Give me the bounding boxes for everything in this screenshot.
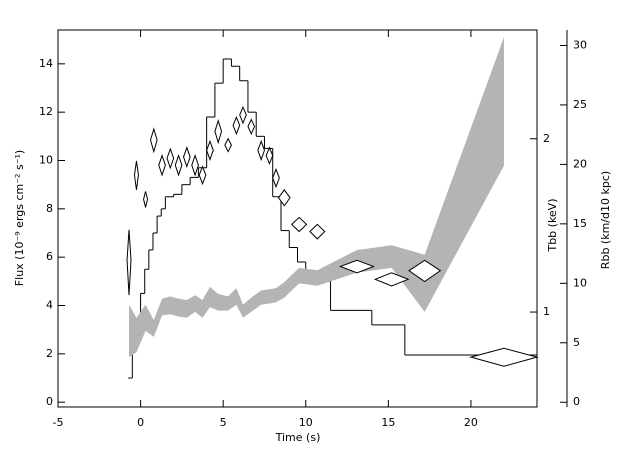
y2-tick-label: 2 [543,132,550,145]
temperature-diamond [149,127,158,154]
temperature-diamond [198,165,207,186]
temperature-diamond [224,137,232,153]
temperature-diamond [408,259,442,283]
y2-tick-label: 1 [543,305,550,318]
temperature-diamond [232,115,241,136]
y-tick-label: 0 [46,395,53,408]
temperature-diamond [133,160,139,190]
x-tick-label: 20 [464,416,478,429]
y3-axis-label: Rbb (km/d10 kpc) [599,171,612,269]
temperature-diamond [239,105,247,125]
y-tick-label: 8 [46,202,53,215]
y-tick-label: 10 [39,154,53,167]
y3-tick-label: 30 [573,38,587,51]
temperature-diamond [191,154,199,177]
y3-tick-label: 0 [573,395,580,408]
radius-band [129,37,504,358]
temperature-diamond [277,189,291,207]
y-tick-label: 6 [46,250,53,263]
y-tick-label: 12 [39,105,53,118]
temperature-diamond [214,118,223,145]
temperature-diamond [265,146,274,166]
temperature-diamond [174,154,183,177]
y-axis-label: Flux (10⁻⁹ ergs cm⁻² s⁻¹) [13,150,26,286]
temperature-diamond [183,146,191,169]
y3-tick-label: 15 [573,217,587,230]
temperature-diamond [126,229,132,296]
temperature-diamond [257,139,265,162]
y3-tick-label: 25 [573,98,587,111]
temperature-diamond [272,167,280,189]
x-tick-label: 5 [220,416,227,429]
temperature-diamond [143,191,149,208]
temperature-diamond [373,272,410,287]
y-tick-label: 2 [46,347,53,360]
x-tick-label: -5 [53,416,64,429]
plot-frame [57,29,538,408]
x-tick-label: 0 [137,416,144,429]
temperature-diamond [158,154,166,177]
y3-tick-label: 5 [573,336,580,349]
x-axis-label: Time (s) [275,431,321,444]
temperature-diamond [290,216,308,233]
y2-axis-label: Tbb (keV) [546,198,559,252]
y-tick-label: 4 [46,299,53,312]
temperature-diamond [206,139,214,162]
y-tick-label: 14 [39,57,53,70]
y3-tick-label: 20 [573,157,587,170]
temperature-diamond [166,147,175,170]
x-tick-label: 10 [299,416,313,429]
temperature-diamond [339,259,375,274]
y3-tick-label: 10 [573,276,587,289]
temperature-diamond [247,118,256,136]
temperature-diamond [309,223,326,240]
x-tick-label: 15 [381,416,395,429]
